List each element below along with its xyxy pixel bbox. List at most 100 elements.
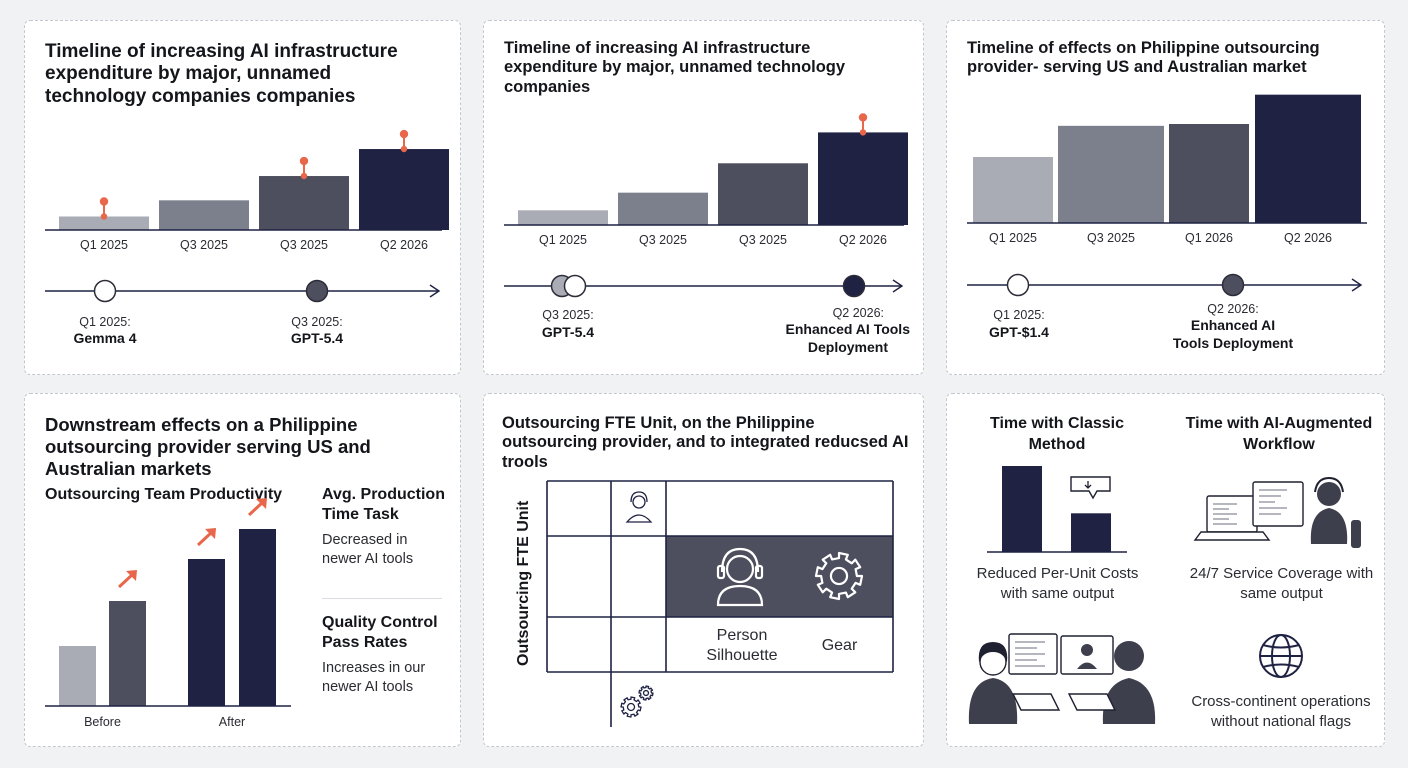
person-icon (632, 495, 646, 509)
headset-icon (720, 547, 760, 573)
woman-hair (978, 642, 1008, 662)
panel-title: Downstream effects on a Philippine outso… (45, 414, 371, 479)
gear-icon (620, 696, 642, 718)
marker-dot (858, 113, 868, 122)
timeline-label: Deployment (808, 339, 888, 355)
video-call-person (1081, 644, 1093, 656)
tick-label: Q1 2026 (1185, 231, 1233, 245)
side-heading-production-time: Avg. Production Time Task (322, 486, 445, 523)
globe-icon (1262, 663, 1300, 668)
productivity-bar-chart: Before After (45, 498, 291, 729)
productivity-chart-title: Outsourcing Team Productivity (45, 486, 283, 503)
timeline-arrow (892, 279, 904, 293)
video-call-person (1077, 662, 1097, 669)
timeline-label: Tools Deployment (1173, 335, 1294, 351)
gear-icon (638, 685, 654, 701)
chair-icon (1351, 520, 1361, 548)
time-bar-1 (1071, 513, 1111, 552)
timeline-node-q2 (1221, 273, 1245, 297)
marker-base (859, 129, 867, 136)
headset-icon (630, 491, 648, 503)
timeline-arrow (429, 284, 441, 298)
bar-3 (818, 132, 908, 225)
bar-3 (359, 149, 449, 230)
timeline-node-q3b (563, 274, 587, 298)
y-axis-label: Outsourcing FTE Unit (515, 500, 532, 666)
timeline-label: GPT-5.4 (542, 324, 594, 340)
marker-base (100, 213, 108, 220)
bar-2 (259, 176, 349, 230)
growth-arrow (247, 500, 265, 517)
caption-service-coverage: 24/7 Service Coverage with same output (1189, 565, 1374, 602)
headset-icon (1314, 476, 1344, 493)
panel-fte-unit: Outsourcing FTE Unit, on the Philippine … (483, 393, 924, 747)
timeline-date: Q1 2025: (993, 308, 1044, 322)
growth-arrow-head (126, 570, 137, 581)
person-silhouette-icon (716, 584, 764, 607)
person-icon (625, 514, 653, 523)
marker-dot (99, 197, 109, 206)
tick-label: Q3 2025 (639, 233, 687, 247)
growth-arrow (117, 572, 135, 589)
laptop-base (1193, 531, 1271, 541)
timeline-label: Enhanced AI (1191, 317, 1275, 333)
growth-arrow-head (256, 498, 267, 509)
gear-icon (814, 551, 864, 601)
bar-after-1 (239, 529, 276, 706)
tick-label: Q2 2026 (839, 233, 887, 247)
panel-method-comparison: Time with Classic Method Time with AI-Au… (946, 393, 1385, 747)
down-arrow-icon (1084, 481, 1092, 489)
person-silhouette-icon (725, 554, 755, 584)
panel-title: Timeline of increasing AI infrastructure… (504, 39, 846, 96)
bar-0 (973, 157, 1053, 223)
time-bar-0 (1002, 466, 1042, 552)
bar-0 (59, 216, 149, 230)
fte-unit-grid: Outsourcing FTE Unit (515, 480, 894, 727)
timeline-label: GPT-$1.4 (989, 324, 1049, 340)
bar-1 (159, 200, 249, 230)
col-title-ai-workflow: Time with AI-Augmented Workflow (1185, 415, 1373, 453)
gear-icon (626, 702, 636, 712)
gear-icon (829, 566, 849, 586)
panel-ai-expenditure-2: Timeline of increasing AI infrastructure… (483, 20, 924, 375)
tick-label: Q3 2025 (280, 238, 328, 252)
woman-body (968, 678, 1018, 724)
bar-0 (518, 210, 608, 225)
caption-reduced-costs: Reduced Per-Unit Costs with same output (976, 565, 1139, 602)
side-heading-quality-control: Quality Control Pass Rates (322, 614, 438, 651)
method-comparison-illustrations (968, 466, 1361, 724)
tick-label: Q3 2025 (1087, 231, 1135, 245)
tick-label: Q2 2026 (380, 238, 428, 252)
effects-bar-chart: Q1 2025 Q3 2025 Q1 2026 Q2 2026 Q1 2025: GPT-… (967, 94, 1367, 351)
timeline-node-q3 (305, 279, 329, 303)
timeline-node-q1 (1006, 273, 1030, 297)
panel-title: Timeline of increasing AI infrastructure… (45, 41, 398, 107)
laptop-icon (1011, 693, 1061, 711)
timeline-date: Q1 2025: (79, 315, 130, 329)
caption-cross-continent: Cross-continent operations without natio… (1191, 693, 1371, 730)
bar-after-0 (188, 559, 225, 706)
panel-title: Outsourcing FTE Unit, on the Philippine … (502, 414, 909, 471)
side-divider (322, 598, 442, 599)
timeline-node-q1 (93, 279, 117, 303)
timeline-arrow (1351, 278, 1363, 292)
bar-2 (1169, 124, 1249, 223)
tick-label: Before (84, 715, 121, 729)
side-body-production-time: Decreased in newer AI tools (322, 532, 414, 567)
timeline-date: Q3 2025: (291, 315, 342, 329)
person-head (1317, 482, 1341, 506)
timeline-node-q2 (842, 274, 866, 298)
panel-outsourcing-effects-timeline: Timeline of effects on Philippine outsou… (946, 20, 1385, 375)
globe-icon (1262, 644, 1300, 649)
timeline-label: Enhanced AI Tools (786, 321, 911, 337)
laptop-icon (1067, 693, 1117, 711)
headset-ear (754, 564, 764, 580)
speech-bubble-icon (1070, 476, 1111, 500)
side-body-quality-control: Increases in our newer AI tools (322, 660, 426, 695)
panel-title: Timeline of effects on Philippine outsou… (967, 39, 1320, 77)
person-body (1310, 508, 1348, 544)
tick-label: Q3 2025 (180, 238, 228, 252)
marker-dot (299, 156, 309, 166)
tick-label: Q3 2025 (739, 233, 787, 247)
bar-before-0 (59, 646, 96, 706)
